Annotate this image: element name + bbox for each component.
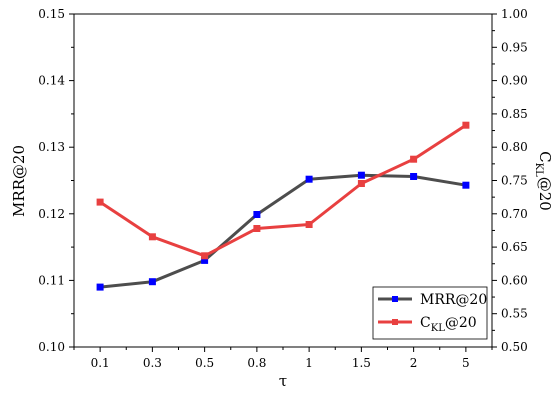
y-right-axis-title-sub: KL (533, 163, 544, 177)
x-axis-ticks: 0.1 0.3 0.5 0.8 1 1.5 2 5 (73, 347, 493, 370)
right-tick-label: 0.75 (501, 174, 528, 188)
x-tick-label: 0.1 (91, 356, 110, 370)
y-right-axis-title: CKL@20 (533, 151, 554, 211)
right-tick-label: 0.85 (501, 107, 528, 121)
series-point-0 (410, 173, 418, 180)
series-point-1 (96, 198, 104, 206)
legend-box (372, 286, 488, 340)
x-tick-label: 0.3 (143, 356, 162, 370)
series-point-1 (253, 225, 261, 232)
left-axis-ticks: 0.10 0.11 0.12 0.13 0.14 0.15 (38, 7, 74, 354)
y-right-axis-title-suffix: @20 (536, 177, 554, 211)
series-point-0 (201, 256, 209, 264)
right-tick-label: 0.95 (501, 40, 528, 54)
left-tick-label: 0.15 (38, 7, 65, 21)
legend-mrr-marker (392, 296, 398, 302)
right-tick-label: 0.55 (501, 307, 528, 321)
left-tick-label: 0.14 (38, 74, 65, 88)
right-tick-label: 1.00 (501, 7, 528, 21)
series-point-1 (148, 233, 156, 241)
series-point-0 (96, 283, 104, 291)
legend-ckl-label-main: C (420, 315, 431, 331)
right-tick-label: 0.80 (501, 140, 528, 154)
series-point-1 (357, 180, 365, 187)
series-point-0 (357, 171, 365, 179)
series-point-1 (462, 121, 470, 129)
series-point-1 (305, 221, 313, 228)
series-layer (96, 121, 470, 291)
series-point-1 (410, 155, 418, 163)
left-tick-label: 0.12 (38, 207, 65, 221)
series-point-0 (462, 181, 470, 189)
x-tick-label: 0.8 (247, 356, 266, 370)
series-point-0 (253, 211, 261, 218)
right-tick-label: 0.50 (501, 340, 528, 354)
legend-ckl-label-sub: KL (431, 323, 445, 334)
x-tick-label: 5 (462, 356, 470, 370)
right-axis-ticks: 0.50 0.55 0.60 0.65 0.70 0.75 0.80 0.85 0.90 0.95… (492, 7, 528, 354)
right-tick-label: 0.65 (501, 240, 528, 254)
series-line-1 (99, 123, 467, 258)
x-axis-title: τ (279, 372, 287, 390)
series-point-0 (305, 175, 313, 183)
legend-ckl-label: CKL@20 (420, 315, 477, 334)
y-right-axis-title-main: C (536, 151, 554, 162)
x-tick-label: 0.5 (195, 356, 214, 370)
right-tick-label: 0.70 (501, 207, 528, 221)
left-tick-label: 0.11 (38, 273, 65, 287)
legend: MRR@20 CKL@20 (372, 286, 488, 340)
right-tick-label: 0.60 (501, 273, 528, 287)
series-point-0 (148, 278, 156, 286)
x-tick-label: 2 (410, 356, 418, 370)
series-point-1 (201, 252, 209, 260)
legend-mrr-label: MRR@20 (420, 292, 487, 308)
x-tick-label: 1 (305, 356, 313, 370)
left-tick-label: 0.10 (38, 340, 65, 354)
x-tick-label: 1.5 (352, 356, 371, 370)
legend-ckl-label-suffix: @20 (445, 315, 477, 331)
legend-ckl-marker (392, 319, 398, 325)
left-tick-label: 0.13 (38, 140, 65, 154)
right-tick-label: 0.90 (501, 74, 528, 88)
series-line-0 (99, 173, 467, 289)
y-left-axis-title: MRR@20 (10, 145, 28, 217)
